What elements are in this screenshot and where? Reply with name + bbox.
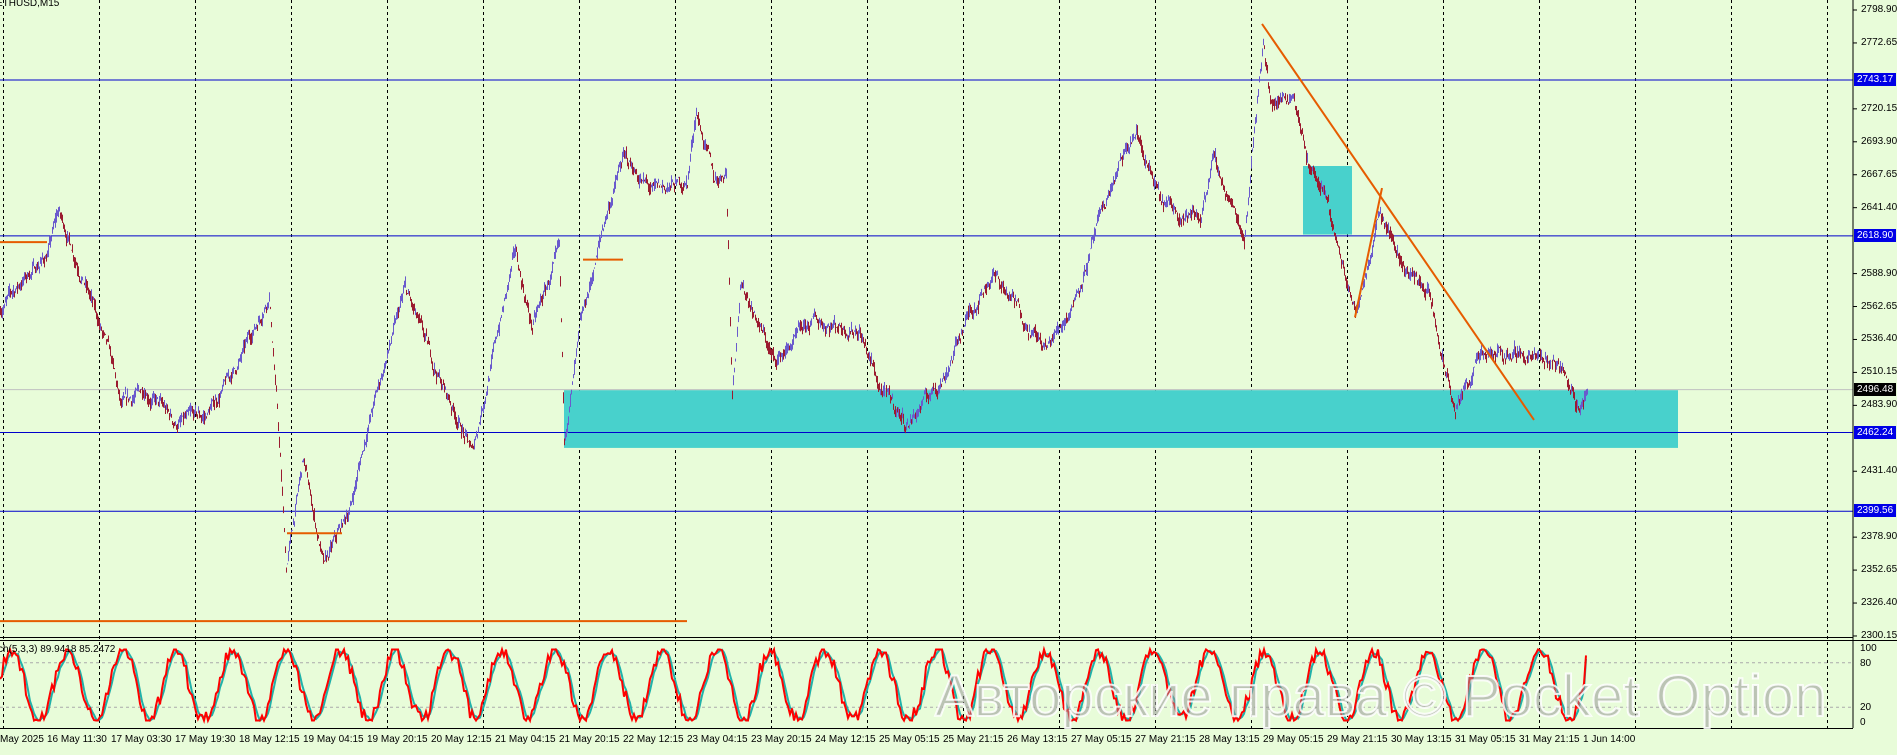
price-tick-label: 2300.15 <box>1861 629 1897 641</box>
time-tick-label: 28 May 13:15 <box>1199 734 1260 745</box>
time-tick-label: 19 May 04:15 <box>303 734 364 745</box>
level-price-tag: 2743.17 <box>1854 72 1897 86</box>
chart-title: ETHUSD,M15 <box>0 0 60 9</box>
trendline <box>1261 23 1535 421</box>
time-tick-label: 21 May 04:15 <box>495 734 556 745</box>
time-tick-label: May 2025 <box>0 734 44 745</box>
time-tick-label: 23 May 20:15 <box>751 734 812 745</box>
trendlines <box>0 23 1535 623</box>
level-lines <box>0 9 1857 637</box>
stoch-scale-label: 20 <box>1860 702 1872 714</box>
price-tick-label: 2483.90 <box>1861 399 1897 411</box>
time-tick-label: 27 May 05:15 <box>1071 734 1132 745</box>
grid <box>3 0 1828 728</box>
time-tick-label: 23 May 04:15 <box>687 734 748 745</box>
time-tick-label: 27 May 21:15 <box>1135 734 1196 745</box>
zones <box>564 166 1678 448</box>
level-price-tag: 2618.90 <box>1854 228 1897 242</box>
time-tick-label: 21 May 20:15 <box>559 734 620 745</box>
stoch-scale-label: 80 <box>1860 657 1872 669</box>
time-tick-label: 30 May 13:15 <box>1391 734 1452 745</box>
time-tick-label: 1 Jun 14:00 <box>1583 734 1636 745</box>
price-tick-label: 2693.90 <box>1861 135 1897 147</box>
time-tick-label: 17 May 19:30 <box>175 734 236 745</box>
price-tick-label: 2326.40 <box>1861 597 1897 609</box>
time-tick-label: 19 May 20:15 <box>367 734 428 745</box>
stoch-scale-label: 0 <box>1860 717 1866 728</box>
trendline <box>1354 187 1383 318</box>
price-tick-label: 2772.65 <box>1861 36 1897 48</box>
price-tick-label: 2431.40 <box>1861 465 1897 477</box>
price-tick-label: 2798.90 <box>1861 4 1897 15</box>
time-tick-label: 17 May 03:30 <box>111 734 172 745</box>
stochastic-label: ch(5,3,3) 89.9418 85.2472 <box>0 644 116 655</box>
zone-rect <box>564 390 1678 448</box>
time-tick-label: 29 May 05:15 <box>1263 734 1324 745</box>
price-tick-label: 2562.65 <box>1861 300 1897 312</box>
price-tick-label: 2667.65 <box>1861 168 1897 180</box>
stoch-scale-label: 100 <box>1860 643 1877 654</box>
watermark: Авторские права © Pocket Option <box>934 664 1827 729</box>
level-price-tag: 2399.56 <box>1854 504 1897 518</box>
time-tick-label: 18 May 12:15 <box>239 734 300 745</box>
time-tick-label: 31 May 05:15 <box>1455 734 1516 745</box>
time-tick-label: 22 May 12:15 <box>623 734 684 745</box>
time-tick-label: 31 May 21:15 <box>1519 734 1580 745</box>
price-tick-label: 2352.65 <box>1861 564 1897 576</box>
time-tick-label: 25 May 21:15 <box>943 734 1004 745</box>
time-tick-label: 16 May 11:30 <box>47 734 107 745</box>
time-tick-label: 26 May 13:15 <box>1007 734 1068 745</box>
level-price-tag: 2462.24 <box>1854 425 1897 439</box>
price-tick-label: 2536.40 <box>1861 333 1897 345</box>
time-tick-label: 25 May 05:15 <box>879 734 940 745</box>
price-tick-label: 2510.15 <box>1861 366 1897 378</box>
stoch-main-line <box>0 645 1587 725</box>
price-tick-label: 2588.90 <box>1861 267 1897 279</box>
time-tick-label: 20 May 12:15 <box>431 734 492 745</box>
price-tick-label: 2720.15 <box>1861 102 1897 114</box>
stochastic-panel <box>0 645 1853 725</box>
price-tick-label: 2641.40 <box>1861 201 1897 213</box>
current-price-tag: 2496.48 <box>1854 382 1897 396</box>
price-tick-label: 2378.90 <box>1861 531 1897 543</box>
time-tick-label: 29 May 21:15 <box>1327 734 1388 745</box>
candles <box>0 38 1588 573</box>
time-tick-label: 24 May 12:15 <box>815 734 876 745</box>
